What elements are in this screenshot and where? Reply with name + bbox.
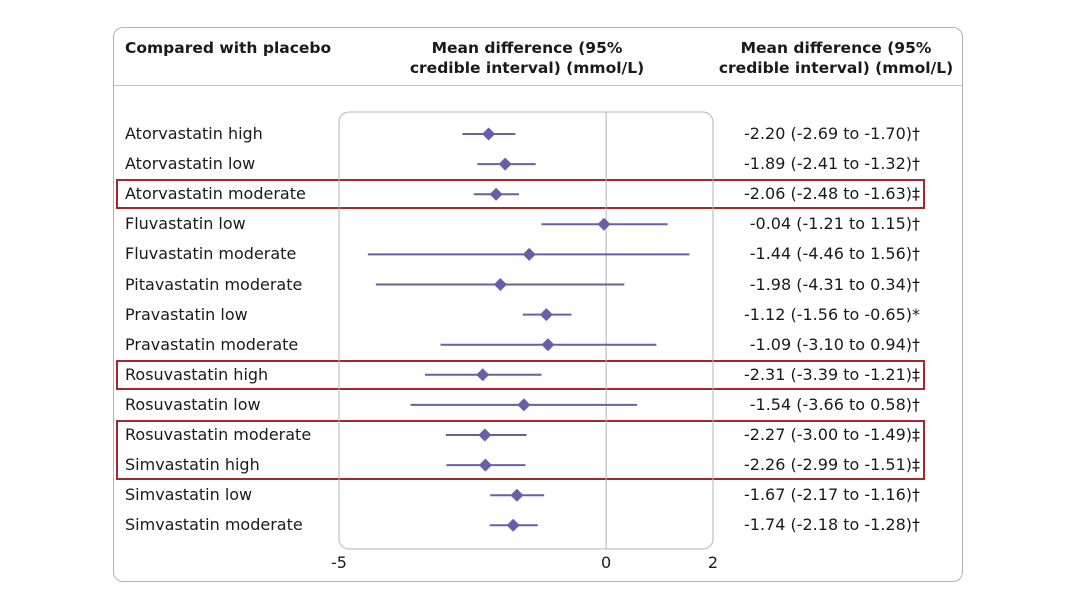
row-label: Fluvastatin moderate	[125, 244, 297, 264]
row-label: Simvastatin low	[125, 485, 253, 505]
mean-diamond	[597, 217, 611, 231]
plot-area-box	[338, 111, 714, 550]
row-value-text: -1.54 (-3.66 to 0.58)†	[749, 394, 920, 414]
mean-diamond	[489, 187, 503, 201]
header-plot-column: Mean difference (95% credible interval) …	[392, 38, 662, 78]
row-value-text: -1.67 (-2.17 to -1.16)†	[744, 485, 920, 505]
mean-diamond	[539, 308, 553, 322]
mean-diamond	[498, 157, 512, 171]
header-compared-with-placebo: Compared with placebo	[125, 39, 332, 57]
highlight-box	[116, 359, 925, 390]
row-label: Rosuvastatin low	[125, 394, 261, 414]
header-value-column: Mean difference (95% credible interval) …	[705, 38, 967, 78]
row-label: Rosuvastatin moderate	[125, 425, 312, 444]
mean-diamond	[541, 338, 555, 352]
row-value-text: -1.44 (-4.46 to 1.56)†	[749, 244, 920, 264]
mean-diamond	[478, 458, 492, 472]
mean-diamond	[522, 247, 536, 261]
row-label: Pravastatin low	[125, 304, 248, 324]
header-value-line2: credible interval) (mmol/L)	[718, 59, 954, 77]
mean-diamond	[517, 398, 531, 412]
header-value-line1: Mean difference (95%	[740, 39, 932, 57]
row-value-text: -0.04 (-1.21 to 1.15)†	[749, 214, 920, 234]
mean-diamond	[476, 368, 490, 382]
row-label: Atorvastatin low	[125, 154, 256, 174]
x-tick-label: 2	[708, 553, 718, 572]
x-tick-label: 0	[601, 553, 611, 572]
figure-frame	[113, 27, 963, 582]
mean-diamond	[478, 428, 492, 442]
row-label: Rosuvastatin high	[125, 364, 269, 384]
row-value-text: -2.31 (-3.39 to -1.21)‡	[744, 364, 920, 384]
row-value-text: -2.27 (-3.00 to -1.49)‡	[744, 425, 920, 444]
row-value-text: -1.98 (-4.31 to 0.34)†	[749, 274, 920, 294]
row-label: Fluvastatin low	[125, 214, 246, 234]
row-value-text: -1.09 (-3.10 to 0.94)†	[749, 334, 920, 354]
highlight-box	[116, 179, 925, 210]
row-label: Pitavastatin moderate	[125, 274, 303, 294]
x-tick-label: -5	[331, 553, 347, 572]
mean-diamond	[493, 278, 507, 291]
header-divider	[114, 85, 962, 86]
row-label: Pravastatin moderate	[125, 334, 299, 354]
row-value-text: -2.06 (-2.48 to -1.63)‡	[744, 184, 920, 204]
row-value-text: -1.74 (-2.18 to -1.28)†	[744, 515, 920, 535]
row-label: Simvastatin moderate	[125, 515, 303, 535]
mean-diamond	[510, 488, 524, 502]
row-label: Atorvastatin high	[125, 124, 263, 143]
mean-diamond	[482, 127, 496, 141]
header-plot-line2: credible interval) (mmol/L)	[409, 59, 645, 77]
row-value-text: -2.20 (-2.69 to -1.70)†	[744, 124, 920, 143]
header-plot-line1: Mean difference (95%	[431, 39, 623, 57]
row-label: Atorvastatin moderate	[125, 184, 306, 204]
row-value-text: -2.26 (-2.99 to -1.51)‡	[744, 455, 920, 475]
row-value-text: -1.89 (-2.41 to -1.32)†	[744, 154, 920, 174]
row-label: Simvastatin high	[125, 455, 260, 475]
mean-diamond	[506, 518, 520, 532]
row-value-text: -1.12 (-1.56 to -0.65)*	[744, 304, 920, 324]
highlight-box	[116, 420, 925, 481]
